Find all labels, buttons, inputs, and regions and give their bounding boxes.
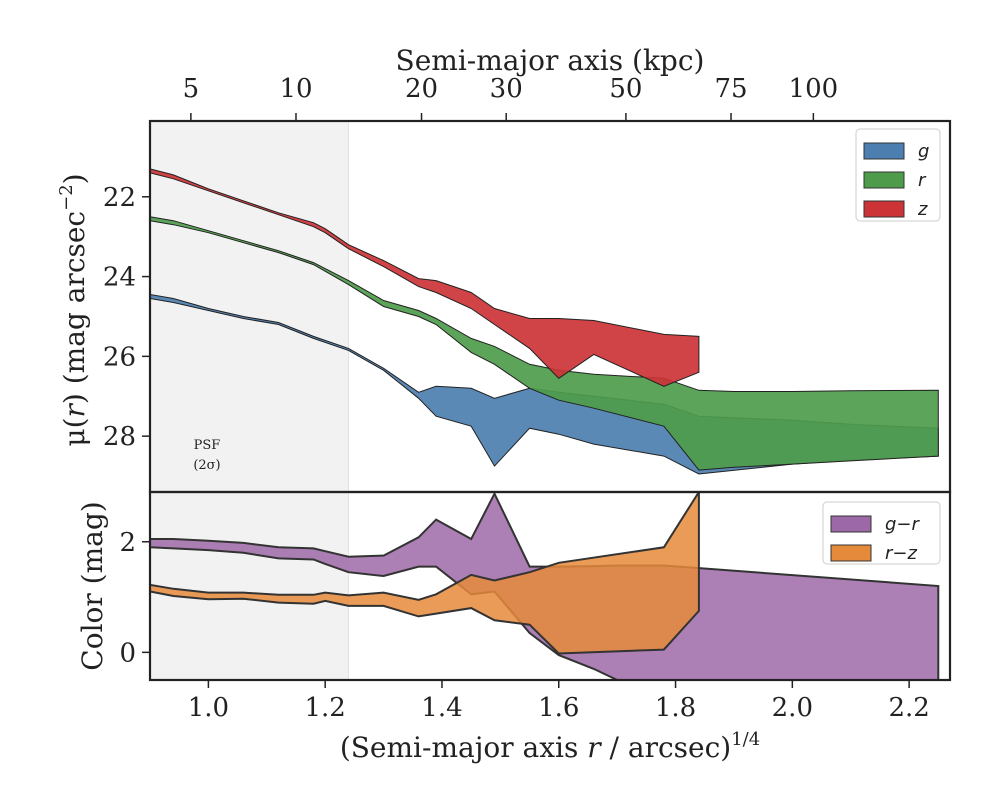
y-axis-title-part: )	[58, 173, 91, 184]
y-tick-label: 28	[103, 422, 136, 452]
x-tick-label: 1.4	[421, 693, 462, 723]
legend-label-g_minus_r: g−r	[885, 514, 921, 535]
x-axis-title-part: r	[587, 731, 602, 764]
color-bands	[150, 492, 940, 680]
top-tick-label: 50	[609, 74, 642, 104]
y-axis-title-part: μ(	[58, 417, 91, 446]
legend-label-z: z	[917, 199, 928, 220]
y-tick-label: 22	[103, 183, 136, 213]
x-tick-label: 2.2	[888, 693, 929, 723]
x-tick-label: 1.2	[305, 693, 346, 723]
y-tick-label: 0	[119, 638, 136, 668]
band-r	[150, 216, 939, 471]
y-tick-label: 24	[103, 263, 136, 293]
legend-label-r_minus_z: r−z	[885, 543, 917, 564]
y-tick-label: 26	[103, 342, 136, 372]
top-tick-label: 75	[714, 74, 747, 104]
legend-swatch-r_minus_z	[830, 544, 872, 562]
surface-brightness-bands	[150, 168, 939, 475]
y-axis-title-bottom: Color (mag)	[76, 501, 109, 670]
psf-sigma-label: (2σ)	[193, 458, 220, 473]
legend-swatch-g	[863, 142, 905, 160]
y-axis-title-top: μ(r) (mag arcsec−2)	[56, 173, 91, 446]
top-tick-label: 20	[405, 74, 438, 104]
x-tick-label: 2.0	[772, 693, 813, 723]
psf-shaded-region	[150, 121, 349, 680]
legend: grz	[855, 128, 941, 222]
top-tick-label: 30	[490, 74, 523, 104]
x-axis-title-exponent: 1/4	[731, 729, 760, 750]
legend: g−r r−z	[822, 501, 941, 565]
x-tick-label: 1.6	[538, 693, 579, 723]
bottom-panel-frame	[148, 490, 952, 682]
top-axis-title: Semi-major axis (kpc)	[396, 44, 705, 77]
top-tick-label: 10	[279, 74, 312, 104]
legend-swatch-z	[863, 200, 905, 218]
legend-label-r: r	[918, 170, 927, 191]
legend-swatch-r	[863, 171, 905, 189]
top-tick-label: 100	[789, 74, 839, 104]
axis-labels: Semi-major axis (kpc) (Semi-major axis r …	[56, 44, 760, 764]
legend-swatch-g_minus_r	[830, 515, 872, 533]
y-tick-label: 2	[119, 528, 136, 558]
y-axis-title-exponent: −2	[56, 184, 77, 211]
y-axis-title-part: r	[58, 402, 91, 417]
y-axis-title-part: ) (mag arcsec	[58, 211, 91, 404]
band-z	[150, 168, 700, 387]
x-tick-label: 1.8	[655, 693, 696, 723]
x-axis-title: (Semi-major axis r / arcsec)1/4	[340, 729, 760, 764]
top-tick-label: 5	[183, 74, 200, 104]
legend-label-g: g	[918, 141, 929, 162]
x-axis-title-part: / arcsec)	[601, 731, 732, 764]
x-axis-title-part: (Semi-major axis	[340, 731, 587, 764]
band-r_minus_z	[150, 492, 700, 655]
x-tick-label: 1.0	[188, 693, 229, 723]
color-panel: 0 2 1.0 1.2 1.4 1.6 1.8 2.0 2.2 g−r r−z	[119, 490, 952, 723]
psf-label: PSF	[194, 438, 221, 453]
